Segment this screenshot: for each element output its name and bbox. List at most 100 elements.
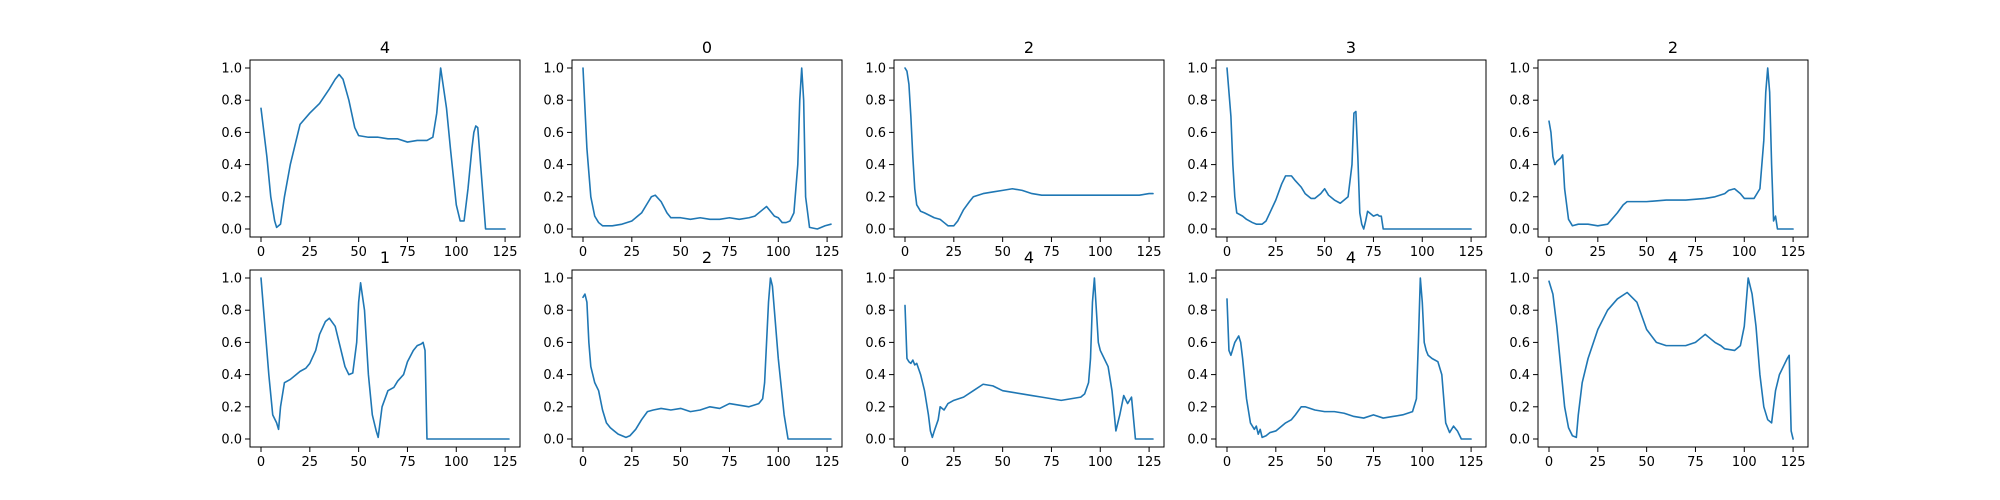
y-tick-label: 0.2 — [543, 190, 564, 205]
series-line — [1226, 277, 1472, 440]
y-tick-label: 0.6 — [221, 126, 242, 141]
axes-frame — [571, 59, 843, 238]
y-tick-label: 0.4 — [865, 368, 886, 383]
x-tick-label: 25 — [624, 245, 641, 260]
x-tick-label: 0 — [1545, 455, 1553, 470]
x-tick-label: 50 — [1638, 245, 1655, 260]
y-tick-label: 0.0 — [221, 223, 242, 238]
y-tick-label: 0.2 — [221, 190, 242, 205]
x-tick-label: 0 — [257, 455, 265, 470]
y-tick-label: 0.0 — [1509, 433, 1530, 448]
y-tick-label: 0.6 — [1509, 126, 1530, 141]
x-tick-label: 100 — [766, 455, 791, 470]
x-tick-label: 50 — [350, 455, 367, 470]
x-tick-label: 50 — [672, 245, 689, 260]
y-tick-label: 0.4 — [1509, 158, 1530, 173]
y-tick-label: 0.6 — [865, 126, 886, 141]
y-tick-label: 0.8 — [865, 304, 886, 319]
x-tick-label: 25 — [1268, 245, 1285, 260]
y-tick-label: 0.6 — [543, 336, 564, 351]
subplot-title: 4 — [1668, 248, 1678, 267]
x-tick-label: 125 — [493, 455, 518, 470]
axes-frame — [1215, 269, 1487, 448]
y-tick-label: 0.6 — [543, 126, 564, 141]
y-tick-label: 0.2 — [1187, 400, 1208, 415]
y-tick-label: 0.0 — [543, 223, 564, 238]
subplot-title: 4 — [1024, 248, 1034, 267]
axes-frame — [249, 269, 521, 448]
y-tick-label: 0.6 — [221, 336, 242, 351]
x-tick-label: 25 — [302, 245, 319, 260]
x-tick-label: 0 — [901, 245, 909, 260]
y-tick-label: 1.0 — [1509, 62, 1530, 77]
x-tick-label: 125 — [1137, 455, 1162, 470]
y-tick-label: 0.4 — [865, 158, 886, 173]
x-tick-label: 100 — [444, 455, 469, 470]
y-tick-label: 1.0 — [1187, 62, 1208, 77]
y-tick-label: 0.6 — [865, 336, 886, 351]
x-tick-label: 50 — [994, 245, 1011, 260]
series-line — [1226, 67, 1472, 230]
x-tick-label: 100 — [766, 245, 791, 260]
y-tick-label: 1.0 — [221, 272, 242, 287]
y-tick-label: 0.8 — [865, 94, 886, 109]
y-tick-label: 0.4 — [543, 158, 564, 173]
y-tick-label: 0.2 — [221, 400, 242, 415]
series-line — [904, 277, 1154, 440]
y-tick-label: 0.6 — [1509, 336, 1530, 351]
axes-frame — [571, 269, 843, 448]
y-tick-label: 0.2 — [1187, 190, 1208, 205]
y-tick-label: 1.0 — [865, 272, 886, 287]
subplot-title: 3 — [1346, 38, 1356, 57]
axes-frame — [1537, 269, 1809, 448]
axes-frame — [249, 59, 521, 238]
y-tick-label: 1.0 — [1187, 272, 1208, 287]
x-tick-label: 0 — [579, 455, 587, 470]
subplot-8: 4 0 25 50 75 100 125 0.0 0.2 0.4 0.6 0.8 1.0 — [865, 248, 1165, 470]
subplot-2: 0 0 25 50 75 100 125 0.0 0.2 0.4 0.6 0.8 1.0 — [543, 38, 843, 260]
x-tick-label: 125 — [493, 245, 518, 260]
y-tick-label: 1.0 — [1509, 272, 1530, 287]
x-tick-label: 75 — [1043, 455, 1060, 470]
y-tick-label: 0.0 — [221, 433, 242, 448]
x-tick-label: 50 — [1316, 245, 1333, 260]
subplot-4: 3 0 25 50 75 100 125 0.0 0.2 0.4 0.6 0.8 1.0 — [1187, 38, 1487, 260]
y-tick-label: 0.8 — [1187, 304, 1208, 319]
y-tick-label: 1.0 — [221, 62, 242, 77]
subplot-title: 4 — [1346, 248, 1356, 267]
x-tick-label: 75 — [399, 245, 416, 260]
y-tick-label: 0.8 — [1509, 304, 1530, 319]
y-tick-label: 0.8 — [221, 304, 242, 319]
series-line — [582, 277, 832, 440]
y-tick-label: 0.0 — [1187, 223, 1208, 238]
y-tick-label: 0.2 — [543, 400, 564, 415]
subplot-title: 1 — [380, 248, 390, 267]
x-tick-label: 100 — [1410, 455, 1435, 470]
subplot-3: 2 0 25 50 75 100 125 0.0 0.2 0.4 0.6 0.8 1.0 — [865, 38, 1165, 260]
series-line — [260, 277, 510, 440]
x-tick-label: 50 — [1638, 455, 1655, 470]
y-tick-label: 0.2 — [1509, 400, 1530, 415]
x-tick-label: 100 — [444, 245, 469, 260]
subplot-title: 0 — [702, 38, 712, 57]
x-tick-label: 125 — [815, 245, 840, 260]
subplot-title: 2 — [1024, 38, 1034, 57]
x-tick-label: 25 — [1590, 245, 1607, 260]
x-tick-label: 100 — [1732, 455, 1757, 470]
subplot-title: 4 — [380, 38, 390, 57]
y-tick-label: 0.2 — [865, 400, 886, 415]
y-tick-label: 0.0 — [1187, 433, 1208, 448]
x-tick-label: 125 — [815, 455, 840, 470]
x-tick-label: 75 — [1687, 245, 1704, 260]
x-tick-label: 50 — [672, 455, 689, 470]
subplot-7: 2 0 25 50 75 100 125 0.0 0.2 0.4 0.6 0.8 1.0 — [543, 248, 843, 470]
x-tick-label: 75 — [1043, 245, 1060, 260]
subplot-10: 4 0 25 50 75 100 125 0.0 0.2 0.4 0.6 0.8 1.0 — [1509, 248, 1809, 470]
series-line — [1548, 67, 1794, 230]
subplot-title: 2 — [702, 248, 712, 267]
subplot-5: 2 0 25 50 75 100 125 0.0 0.2 0.4 0.6 0.8 1.0 — [1509, 38, 1809, 260]
x-tick-label: 50 — [994, 455, 1011, 470]
subplot-title: 2 — [1668, 38, 1678, 57]
x-tick-label: 0 — [1545, 245, 1553, 260]
